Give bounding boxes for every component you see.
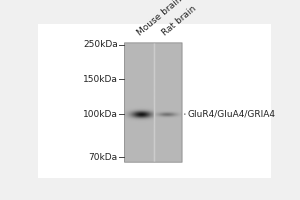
Text: Rat brain: Rat brain	[161, 4, 198, 38]
Text: 100kDa: 100kDa	[83, 110, 118, 119]
Text: 150kDa: 150kDa	[83, 75, 118, 84]
Text: Mouse brain: Mouse brain	[135, 0, 184, 38]
Text: 70kDa: 70kDa	[88, 153, 118, 162]
Text: GluR4/GluA4/GRIA4: GluR4/GluA4/GRIA4	[188, 110, 275, 119]
Text: 250kDa: 250kDa	[83, 40, 118, 49]
